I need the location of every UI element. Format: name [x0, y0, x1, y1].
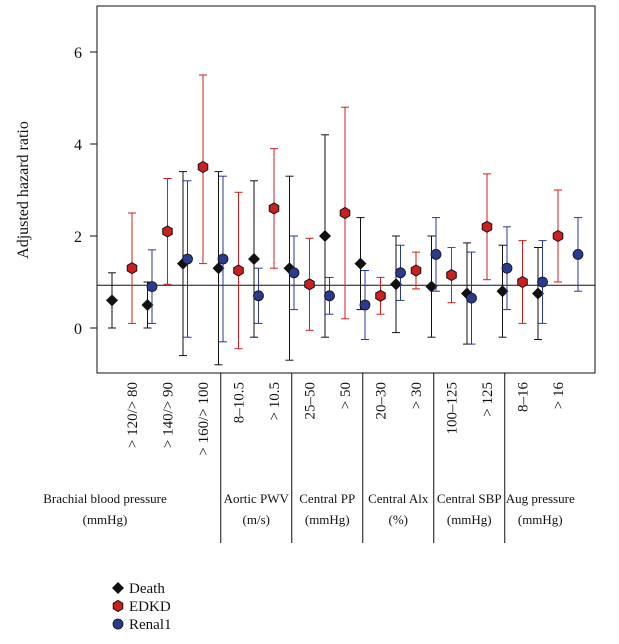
x-tick-label: > 10.5 [267, 382, 283, 420]
legend: Death EDKD Renal1 [112, 581, 172, 633]
data-point [217, 253, 229, 265]
x-tick-label: > 140/> 90 [161, 382, 177, 448]
data-point [537, 276, 548, 288]
x-tick-label: > 125 [480, 382, 496, 417]
series-death [106, 134, 544, 366]
group-label: Central Alx [368, 491, 429, 506]
data-point [466, 292, 477, 304]
data-point [197, 160, 209, 174]
data-point [268, 202, 280, 215]
x-tick-label: 100–125 [445, 382, 461, 435]
data-point [375, 289, 386, 302]
x-tick-label: > 30 [409, 382, 425, 409]
series-renal1 [146, 175, 584, 345]
group-label: Aortic PWV [224, 491, 290, 506]
data-point [496, 285, 509, 298]
group-label: Aug pressure [506, 491, 575, 506]
data-point [395, 267, 406, 279]
x-tick-label: 25–50 [303, 382, 319, 420]
data-point [359, 299, 371, 311]
x-tick-label: > 50 [338, 382, 354, 409]
y-tick-label: 2 [74, 229, 82, 246]
legend-marker [112, 599, 124, 613]
group-label: Brachial blood pressure [43, 491, 167, 506]
group-unit: (mmHg) [518, 512, 563, 527]
x-tick-label: > 120/> 80 [125, 382, 141, 448]
legend-marker [112, 618, 124, 630]
data-point [233, 264, 244, 277]
data-point [532, 287, 544, 300]
data-point [304, 278, 315, 291]
x-tick-label: > 16 [551, 382, 567, 410]
data-point [106, 294, 118, 307]
legend-item: Renal1 [112, 617, 172, 633]
data-point [552, 229, 564, 243]
data-point [446, 269, 457, 282]
legend-label: EDKD [129, 599, 171, 615]
data-point [339, 206, 351, 220]
y-axis: 0 2 4 6 [74, 45, 97, 338]
x-tick-label: 8–16 [516, 382, 532, 413]
data-point [430, 248, 442, 260]
data-point [481, 220, 493, 233]
x-tick-labels: > 120/> 80 > 140/> 90 > 160/> 100 8–10.5 > 1… [125, 382, 567, 456]
legend-marker [112, 582, 124, 594]
data-point [390, 278, 402, 291]
group-unit: (%) [389, 512, 409, 527]
legend-label: Renal1 [129, 617, 172, 633]
y-tick-label: 4 [74, 137, 82, 154]
legend-item: Death [112, 581, 165, 597]
series-layer [106, 74, 584, 366]
y-axis-label: Adjusted hazard ratio [15, 121, 32, 259]
data-point [324, 290, 335, 302]
data-point [141, 299, 154, 311]
x-tick-label: 8–10.5 [232, 382, 248, 423]
data-point [572, 248, 584, 260]
group-label: Central SBP [437, 491, 502, 506]
x-tick-label: > 160/> 100 [196, 382, 212, 456]
data-point [425, 280, 438, 293]
y-tick-label: 6 [74, 45, 82, 62]
data-point [517, 275, 528, 289]
group-labels: Brachial blood pressure (mmHg) Aortic PWV (… [43, 373, 575, 543]
data-point [288, 267, 300, 279]
data-point [410, 264, 422, 277]
data-point [146, 281, 158, 293]
group-unit: (mmHg) [447, 512, 492, 527]
data-point [253, 290, 264, 302]
data-point [501, 262, 513, 274]
y-tick-label: 0 [74, 321, 82, 338]
data-point [162, 225, 173, 238]
data-point [182, 253, 193, 265]
data-point [319, 230, 331, 242]
data-point [248, 253, 260, 265]
plot-frame [96, 5, 596, 374]
data-point [354, 257, 367, 270]
series-edkd [126, 74, 564, 350]
x-tick-label: 20–30 [374, 382, 390, 420]
legend-label: Death [129, 581, 165, 597]
group-unit: (mmHg) [305, 512, 350, 527]
group-unit: (mmHg) [83, 512, 128, 527]
group-label: Central PP [299, 491, 355, 506]
data-point [212, 262, 225, 275]
legend-item: EDKD [112, 599, 171, 615]
data-point [126, 262, 138, 275]
group-unit: (m/s) [243, 512, 270, 527]
